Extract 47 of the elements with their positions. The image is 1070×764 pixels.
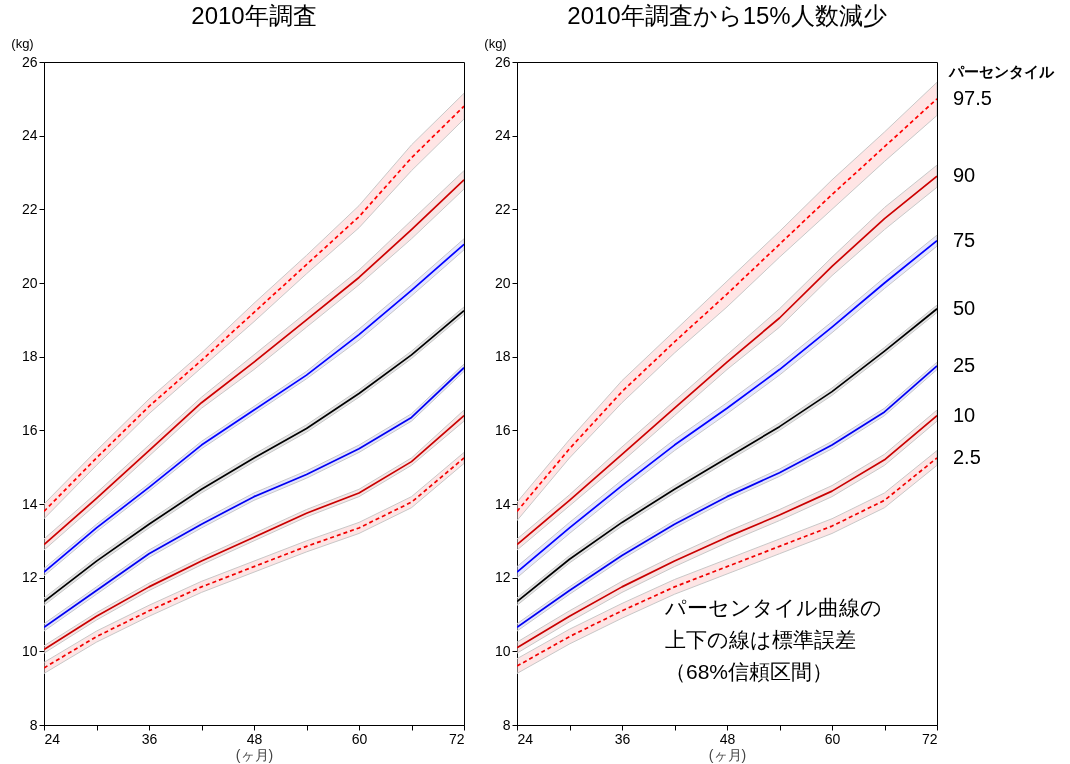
annotation: （68%信頼区間） — [665, 660, 834, 683]
y-tick-label: 16 — [21, 421, 38, 438]
series-label: 10 — [953, 403, 976, 426]
x-tick-label: 72 — [448, 730, 465, 747]
x-tick-label: 72 — [921, 730, 938, 747]
y-tick-label: 12 — [494, 569, 511, 586]
series-label: 2.5 — [953, 445, 981, 468]
x-tick-label: 60 — [824, 730, 841, 747]
chart-title: 2010年調査から15%人数減少 — [567, 2, 887, 29]
y-tick-label: 26 — [21, 53, 38, 70]
x-axis-title: (ヶ月) — [235, 746, 274, 763]
x-tick-label: 24 — [44, 730, 61, 747]
y-tick-label: 18 — [21, 348, 38, 365]
y-tick-label: 18 — [494, 348, 511, 365]
y-tick-label: 12 — [21, 569, 38, 586]
y-tick-label: 8 — [502, 716, 511, 733]
y-axis-title: (kg) — [484, 35, 507, 51]
series-label: 75 — [953, 228, 976, 251]
legend-title: パーセンタイル — [948, 63, 1055, 80]
y-tick-label: 24 — [494, 127, 511, 144]
series-label: 97.5 — [953, 86, 992, 109]
y-axis-title: (kg) — [11, 35, 34, 51]
y-tick-label: 20 — [21, 274, 38, 291]
x-tick-label: 60 — [351, 730, 368, 747]
y-tick-label: 10 — [21, 642, 38, 659]
x-tick-label: 48 — [246, 730, 263, 747]
y-tick-label: 26 — [494, 53, 511, 70]
chart-title: 2010年調査 — [191, 2, 317, 29]
x-tick-label: 36 — [141, 730, 158, 747]
y-tick-label: 8 — [29, 716, 38, 733]
annotation: 上下の線は標準誤差 — [665, 628, 856, 651]
y-tick-label: 20 — [494, 274, 511, 291]
y-tick-label: 22 — [21, 200, 38, 217]
y-tick-label: 16 — [494, 421, 511, 438]
series-label: 90 — [953, 164, 976, 187]
x-axis-title: (ヶ月) — [708, 746, 747, 763]
y-tick-label: 22 — [494, 200, 511, 217]
y-tick-label: 10 — [494, 642, 511, 659]
series-label: 25 — [953, 353, 976, 376]
series-label: 50 — [953, 296, 976, 319]
y-tick-label: 14 — [21, 495, 38, 512]
y-tick-label: 24 — [21, 127, 38, 144]
x-tick-label: 36 — [614, 730, 631, 747]
y-tick-label: 14 — [494, 495, 511, 512]
x-tick-label: 24 — [517, 730, 534, 747]
x-tick-label: 48 — [719, 730, 736, 747]
annotation: パーセンタイル曲線の — [664, 596, 882, 619]
